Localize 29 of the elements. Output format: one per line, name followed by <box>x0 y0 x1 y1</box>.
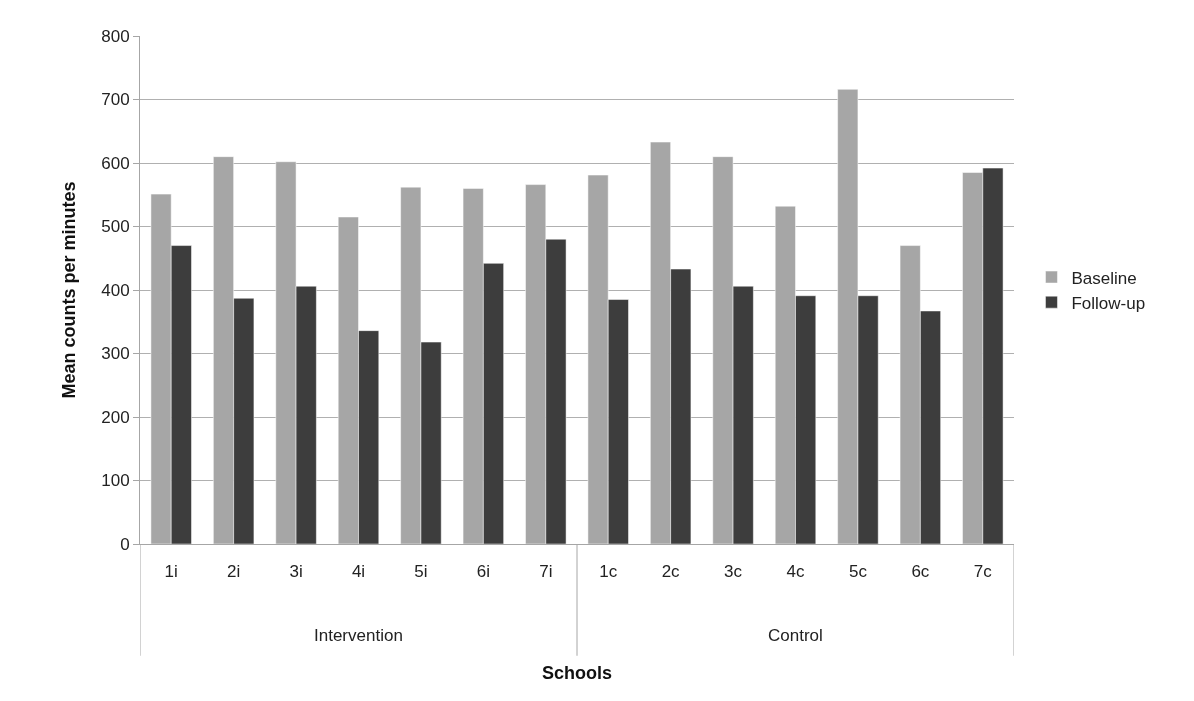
y-tick-label: 100 <box>101 471 130 491</box>
x-tick-label: 2i <box>227 562 241 582</box>
x-tick-label: 6i <box>476 562 490 582</box>
x-tick-label: 3i <box>289 562 303 582</box>
y-tick-label: 400 <box>101 280 130 300</box>
x-tick-label: 7i <box>539 562 553 582</box>
x-tick-label: 6c <box>911 562 930 582</box>
x-tick-label: 4i <box>351 562 366 582</box>
text: Control <box>768 626 823 645</box>
y-tick-label: 0 <box>120 534 130 554</box>
y-tick-label: 800 <box>101 26 130 46</box>
x-tick-label: 1i <box>164 562 178 582</box>
y-axis-title: Mean counts per minutes <box>59 181 80 399</box>
x-tick-label: 5c <box>848 562 868 582</box>
y-tick-label: 700 <box>101 90 130 110</box>
y-tick-label: 600 <box>101 153 130 173</box>
x-tick-label: 1c <box>599 562 618 582</box>
y-tick-label: 300 <box>101 344 130 364</box>
text: Intervention <box>314 626 403 645</box>
x-tick-label: 3c <box>724 562 743 582</box>
x-axis-title: Schools <box>541 662 613 683</box>
legend-label: Baseline <box>1071 268 1137 288</box>
y-tick-label: 200 <box>101 407 130 427</box>
legend-label: Follow-up <box>1071 293 1146 313</box>
x-tick-label: 5i <box>414 562 428 582</box>
x-tick-label: 2c <box>661 562 681 582</box>
y-tick-label: 500 <box>101 217 130 237</box>
x-tick-label: 7c <box>973 562 993 582</box>
x-tick-label: 4c <box>786 562 805 582</box>
